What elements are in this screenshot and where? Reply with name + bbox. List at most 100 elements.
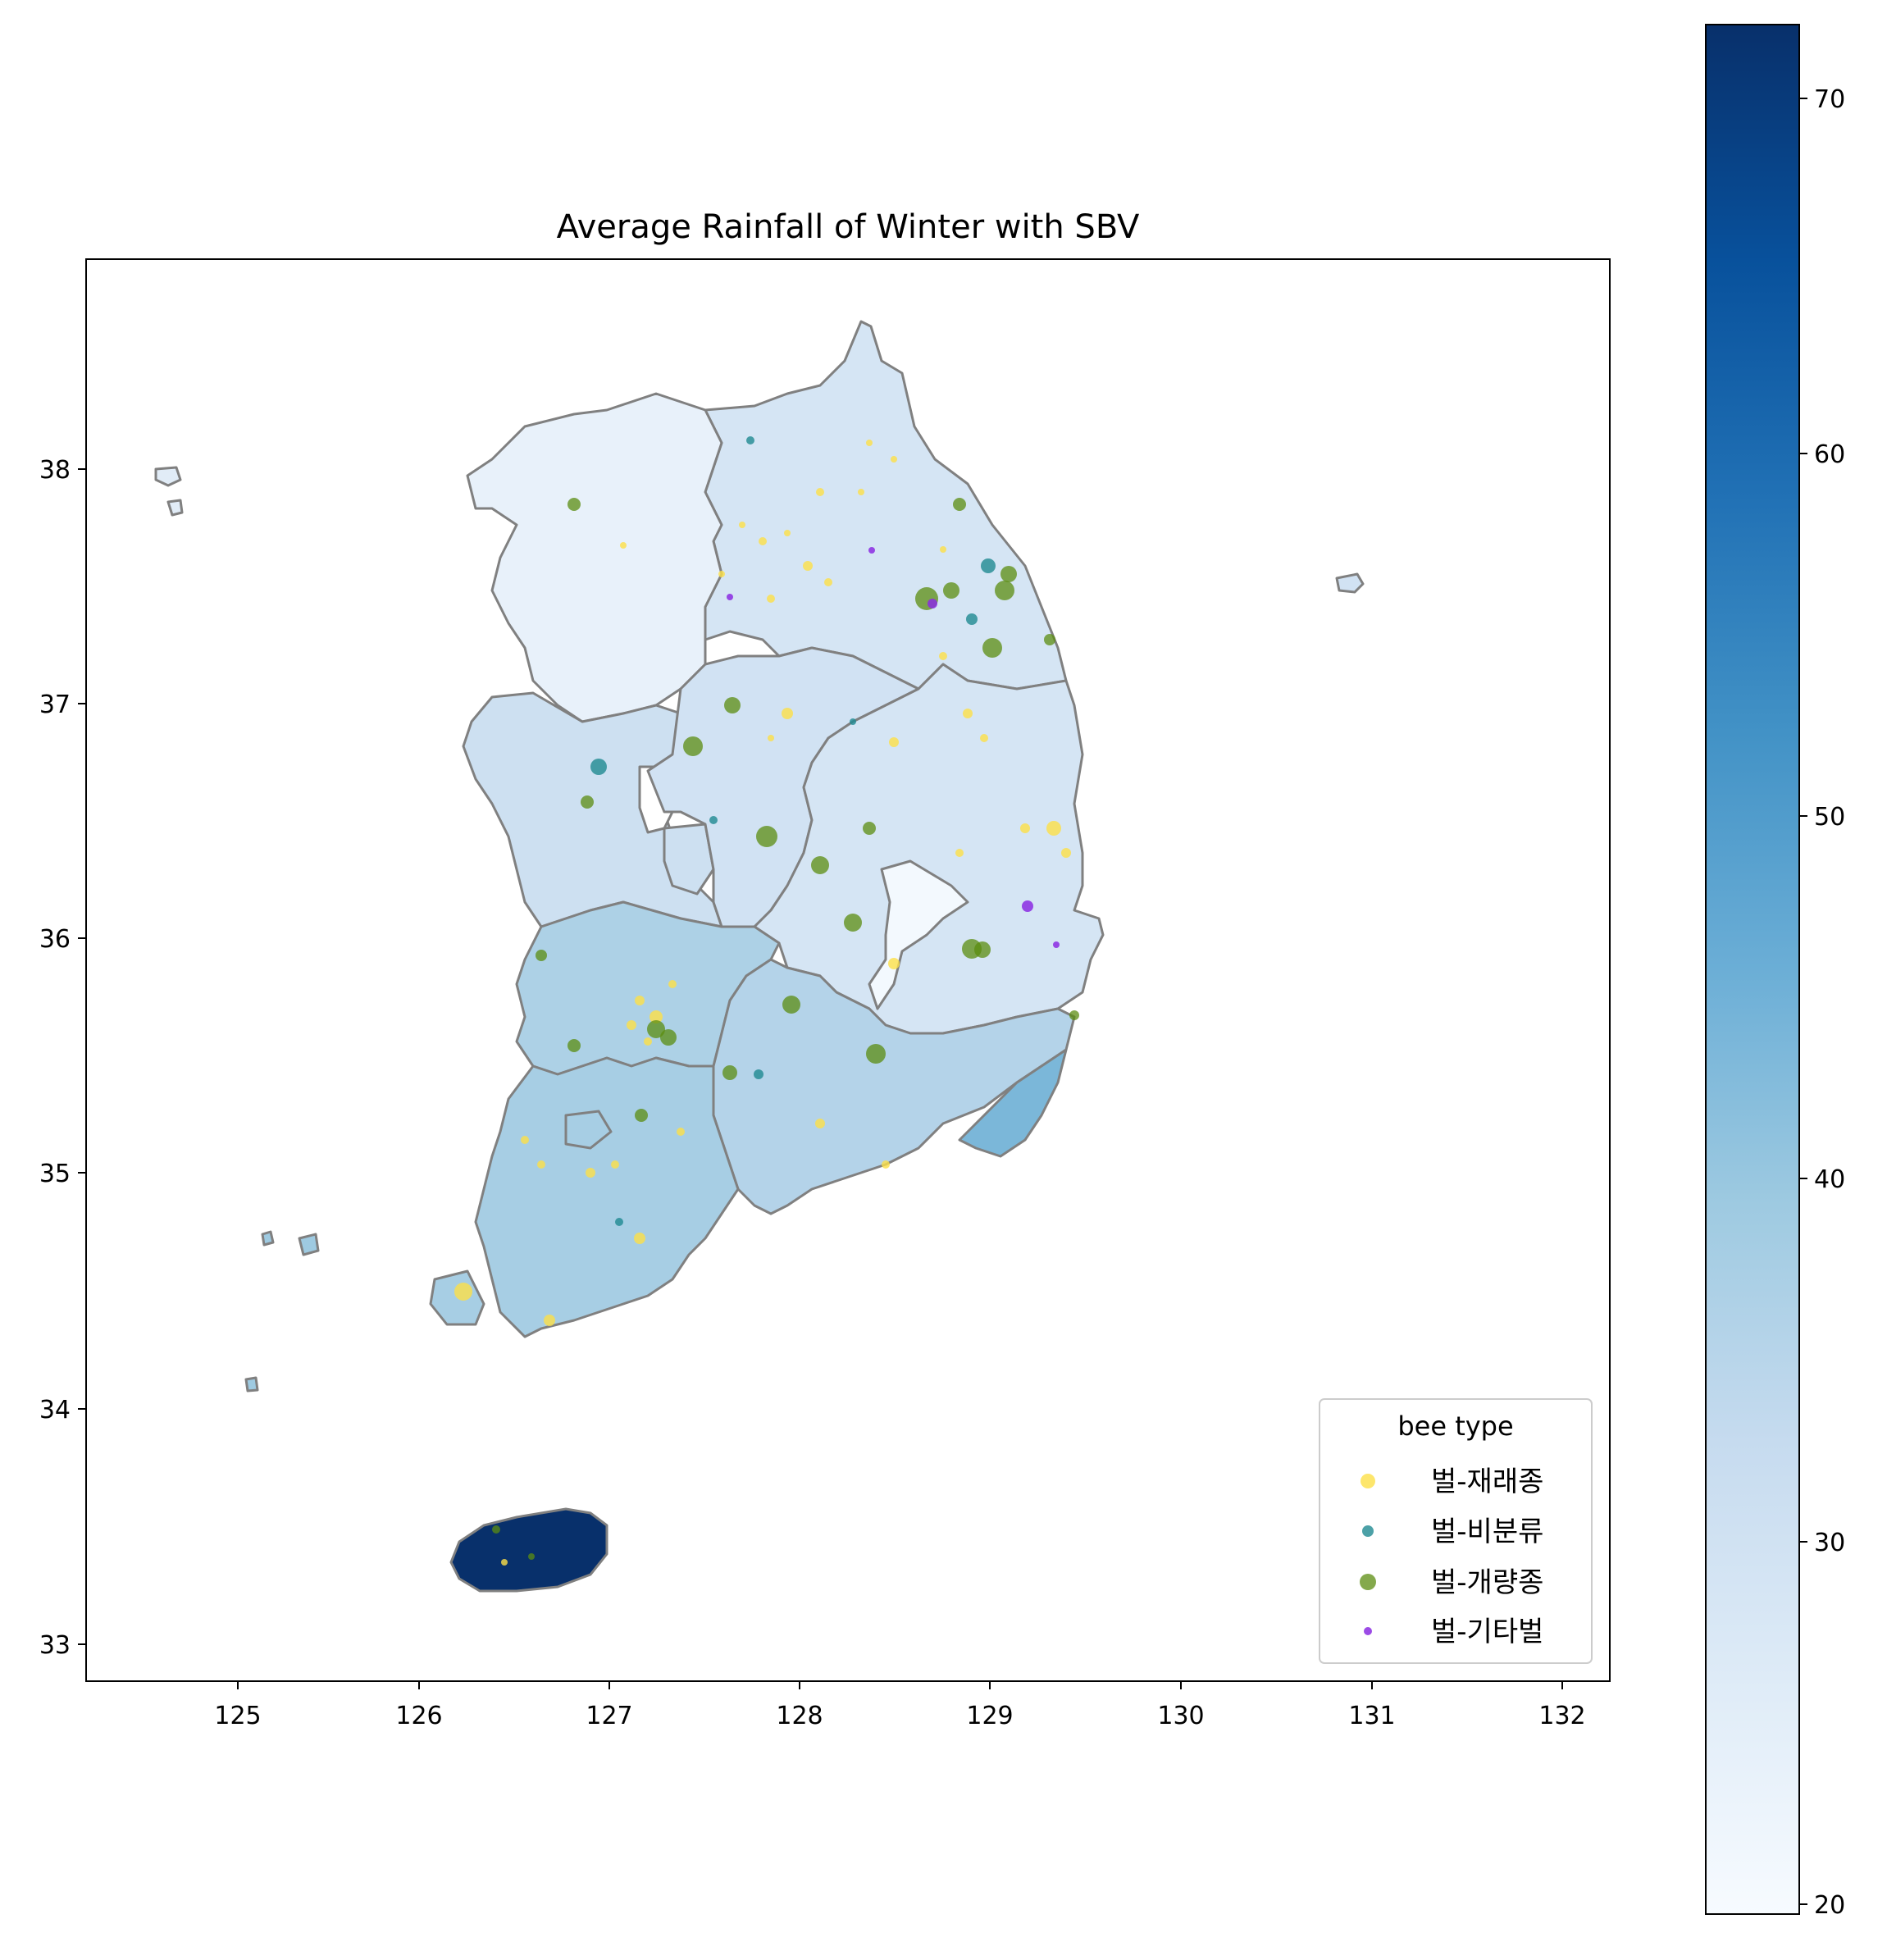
bee-point-native — [955, 849, 964, 857]
bee-point-improved — [536, 950, 547, 961]
bee-point-native — [858, 489, 864, 495]
colorbar-tick-label: 20 — [1814, 1891, 1845, 1920]
bee-point-native — [889, 737, 899, 747]
bee-point-improved — [567, 1039, 581, 1052]
legend-item-other: 벌-기타벌 — [1364, 1616, 1543, 1648]
bee-point-native — [866, 440, 873, 446]
island-sw-1 — [261, 1230, 275, 1247]
y-tick: 35 — [39, 1160, 86, 1188]
legend-label: 벌-개량종 — [1431, 1566, 1543, 1599]
bee-point-improved — [724, 697, 741, 713]
colorbar-tick-label: 60 — [1814, 440, 1845, 469]
purple-dot-icon — [1364, 1627, 1372, 1635]
bee-point-unclassified — [966, 613, 978, 625]
region-daegu — [868, 859, 969, 1010]
y-tick-label: 33 — [39, 1631, 71, 1660]
y-tick: 34 — [39, 1396, 86, 1424]
bee-point-other — [868, 547, 875, 554]
y-tick-label: 37 — [39, 691, 71, 719]
x-tick-label: 126 — [395, 1702, 442, 1730]
bee-point-native — [882, 1160, 890, 1169]
region-jeju — [449, 1507, 608, 1593]
colorbar-tick: 30 — [1799, 1529, 1845, 1557]
x-tick-label: 131 — [1348, 1702, 1395, 1730]
bee-point-native — [668, 980, 677, 988]
x-tick: 131 — [1348, 1681, 1396, 1730]
bee-point-unclassified — [754, 1069, 763, 1079]
island-sw-2 — [298, 1233, 320, 1256]
legend: bee type 벌-재래종 벌-비분류 벌-개량종 벌-기타벌 — [1319, 1398, 1593, 1664]
bee-point-native — [586, 1168, 595, 1178]
map-title: Average Rainfall of Winter with SBV — [557, 208, 1140, 246]
bee-point-improved — [660, 1029, 677, 1046]
bee-point-other — [727, 594, 733, 600]
bee-point-improved — [1000, 566, 1017, 582]
legend-item-unclassified: 벌-비분류 — [1362, 1516, 1543, 1548]
legend-item-improved: 벌-개량종 — [1360, 1566, 1543, 1599]
bee-point-native — [501, 1559, 508, 1566]
bee-point-improved — [811, 856, 829, 874]
bee-point-unclassified — [981, 558, 996, 573]
bee-point-native — [815, 1119, 825, 1128]
bee-point-native — [454, 1283, 472, 1301]
bee-point-native — [824, 578, 832, 586]
y-tick-label: 34 — [39, 1396, 71, 1424]
y-tick: 36 — [39, 925, 86, 954]
bee-point-native — [1046, 821, 1061, 836]
bee-point-native — [767, 595, 775, 603]
bee-point-native — [939, 652, 947, 660]
x-tick-label: 129 — [966, 1702, 1013, 1730]
bee-point-native — [888, 958, 900, 969]
y-tick-label: 36 — [39, 925, 71, 954]
bee-point-native — [739, 522, 745, 528]
bee-point-other — [1053, 941, 1060, 948]
x-tick-label: 128 — [776, 1702, 823, 1730]
colorbar-ticks: 20 30 40 50 60 70 — [1799, 85, 1845, 1920]
island-nw-2 — [166, 499, 184, 517]
bee-point-improved — [492, 1525, 500, 1534]
bee-point-native — [718, 571, 725, 577]
bee-point-native — [784, 530, 791, 536]
colorbar-tick-label: 30 — [1814, 1529, 1845, 1557]
bee-point-native — [940, 546, 946, 553]
legend-label: 벌-비분류 — [1431, 1516, 1543, 1548]
x-tick: 127 — [586, 1681, 633, 1730]
bee-point-native — [634, 1233, 645, 1244]
bee-point-native — [620, 542, 627, 549]
korea-map — [154, 320, 1365, 1593]
bee-point-native — [677, 1128, 685, 1136]
x-tick: 128 — [776, 1681, 823, 1730]
bee-point-improved — [974, 941, 991, 958]
bee-point-improved — [1069, 1010, 1079, 1020]
bee-point-native — [521, 1136, 529, 1144]
bee-point-native — [1020, 823, 1030, 833]
region-jeonnam — [474, 1056, 740, 1338]
colorbar-tick: 60 — [1799, 440, 1845, 469]
y-tick-label: 38 — [39, 456, 71, 485]
x-tick-label: 132 — [1538, 1702, 1585, 1730]
bee-point-unclassified — [615, 1218, 623, 1226]
bee-point-native — [635, 996, 645, 1005]
bee-point-unclassified — [709, 816, 718, 824]
x-tick-label: 125 — [214, 1702, 261, 1730]
x-tick: 132 — [1538, 1681, 1586, 1730]
bee-point-improved — [683, 736, 703, 756]
bee-point-native — [891, 456, 897, 463]
bee-point-improved — [982, 638, 1002, 658]
colorbar-tick: 40 — [1799, 1165, 1845, 1194]
bee-point-native — [650, 1010, 663, 1023]
bee-point-native — [611, 1160, 619, 1169]
colorbar-tick-label: 50 — [1814, 803, 1845, 832]
island-nw-1 — [154, 466, 182, 487]
colorbar-tick-label: 70 — [1814, 85, 1845, 114]
bee-point-improved — [782, 996, 800, 1014]
bee-point-other — [928, 599, 937, 609]
bee-point-improved — [995, 581, 1014, 600]
bee-point-improved — [943, 582, 959, 599]
bee-point-improved — [635, 1109, 648, 1122]
bee-point-improved — [866, 1044, 886, 1064]
y-tick: 37 — [39, 691, 86, 719]
bee-point-unclassified — [850, 718, 856, 725]
bee-point-native — [803, 561, 813, 571]
bee-point-improved — [1044, 634, 1055, 645]
